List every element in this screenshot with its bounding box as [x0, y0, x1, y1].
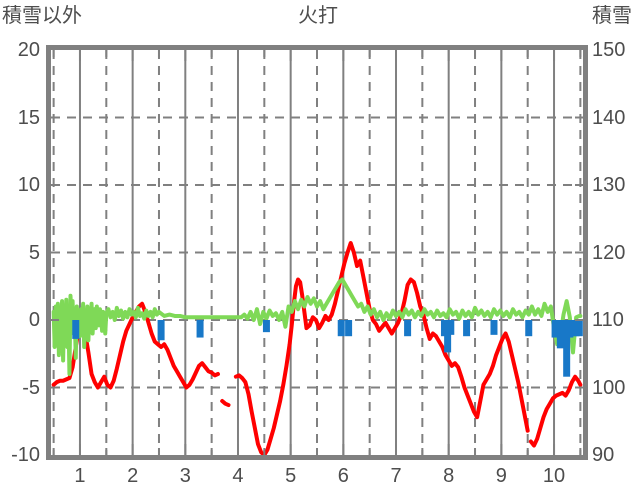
y-axis-tick-label: 10	[17, 174, 40, 196]
x-axis-tick-label: 5	[285, 465, 297, 487]
x-axis-tick-label: 10	[542, 465, 566, 487]
y-axis-tick-label: -5	[22, 376, 40, 399]
x-axis-tick-label: 3	[179, 465, 191, 487]
y-axis-tick-label: 0	[28, 309, 40, 331]
y-axis-tick-label: 15	[17, 106, 40, 129]
x-axis-tick-label: 1	[74, 465, 86, 487]
y2-axis-tick-label: 120	[592, 241, 626, 264]
y2-axis-tick-label: 130	[592, 174, 626, 196]
left-axis-title: 積雪以外	[2, 5, 82, 27]
x-axis-tick-label: 9	[495, 465, 507, 487]
x-axis-tick-label: 2	[127, 465, 139, 487]
y2-axis-tick-label: 90	[592, 444, 615, 466]
x-axis-tick-label: 7	[390, 465, 402, 487]
y2-axis-tick-label: 100	[592, 376, 626, 399]
axis-tick-marks	[51, 50, 583, 455]
page-title: 火打	[298, 5, 338, 27]
y-axis-tick-label: -10	[11, 444, 40, 466]
x-axis-tick-label: 6	[337, 465, 349, 487]
chart-plot-area	[46, 45, 588, 460]
y2-axis-tick-label: 110	[592, 309, 624, 331]
y-axis-tick-label: 20	[17, 39, 40, 61]
x-axis-tick-label: 4	[232, 465, 244, 487]
y2-axis-tick-label: 150	[592, 39, 626, 61]
right-axis-title: 積雪	[592, 5, 632, 27]
chart-canvas	[51, 50, 583, 455]
x-axis-tick-label: 8	[443, 465, 455, 487]
y-axis-tick-label: 5	[28, 241, 40, 264]
y2-axis-tick-label: 140	[592, 106, 626, 129]
chart-series	[51, 241, 583, 455]
